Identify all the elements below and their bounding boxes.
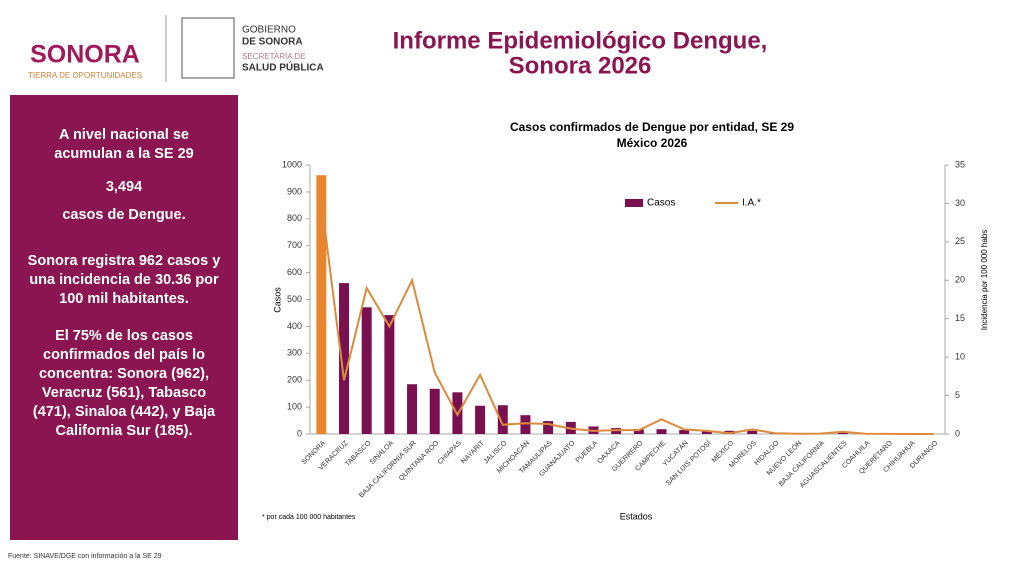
sidebar-line: casos de Dengue. [62,207,185,223]
bar [339,283,350,434]
y-axis-label: Casos [272,287,282,313]
logo: SONORA [30,41,140,69]
bar [384,315,395,434]
y-tick-label: 100 [287,401,302,411]
bar [361,307,372,434]
bar [429,388,440,434]
sidebar [10,95,238,540]
sidebar-text: A nivel nacional se acumulan a la SE 29 3,… [28,127,221,439]
y2-tick-label: 10 [955,352,965,362]
bar [407,384,418,434]
gov-line: GOBIERNO [242,25,296,36]
sidebar-line: concentra: Sonora (962), [39,366,209,382]
y-tick-label: 800 [287,213,302,223]
y-tick-label: 0 [297,428,302,438]
x-axis-label: Estados [620,511,653,521]
sidebar-line: California Sur (185). [56,423,193,439]
y2-tick-label: 20 [955,275,965,285]
bar [679,429,690,434]
y-tick-label: 700 [287,240,302,250]
legend-swatch [625,199,643,207]
y-tick-label: 200 [287,375,302,385]
sidebar-line: Veracruz (561), Tabasco [42,385,206,401]
y2-axis-label: Incidencia por 100 000 habs [980,230,989,331]
legend-label: I.A.* [742,198,761,209]
gov-line: DE SONORA [242,37,303,48]
footnote: * por cada 100 000 habitantes [262,514,356,521]
chart-title: México 2026 [617,136,688,150]
chart-title: Casos confirmados de Dengue por entidad,… [510,120,794,134]
bar [520,415,531,434]
bar [543,421,554,434]
page-title: Informe Epidemiológico Dengue, [393,27,768,54]
line [320,200,934,435]
sidebar-line: una incidencia de 30.36 por [29,272,219,288]
bar [837,432,848,434]
sidebar-line: (471), Sinaloa (442), y Baja [33,404,216,420]
y-tick-label: 1000 [282,159,302,169]
shield [181,17,235,79]
legend-label: Casos [647,198,675,209]
sidebar-line: 100 mil habitantes. [59,291,189,307]
y2-tick-label: 5 [955,390,960,400]
y2-tick-label: 15 [955,313,965,323]
page-title: Sonora 2026 [509,52,652,79]
sidebar-line: El 75% de los casos [55,328,193,344]
y-tick-label: 600 [287,267,302,277]
y2-tick-label: 0 [955,428,960,438]
y2-tick-label: 30 [955,198,965,208]
gov-line: SALUD PÚBLICA [242,61,324,74]
gov-line: SECRETARÍA DE [242,52,305,61]
source: Fuente: SINAVE/DGE con información a la … [8,553,162,560]
bar [475,405,486,434]
y-tick-label: 300 [287,348,302,358]
bar [747,430,758,434]
bar [633,429,644,434]
bar [701,431,712,434]
bar [316,175,327,435]
bar [497,405,508,434]
y2-tick-label: 35 [955,159,965,169]
sidebar-line: Sonora registra 962 casos y [28,253,221,269]
sidebar-line: acumulan a la SE 29 [54,146,193,162]
y-tick-label: 500 [287,294,302,304]
sidebar-line: confirmados del país lo [43,347,205,363]
logo-tagline: TIERRA DE OPORTUNIDADES [28,71,142,80]
total-cases: 3,494 [106,179,142,195]
y-tick-label: 400 [287,321,302,331]
sidebar-line: A nivel nacional se [59,127,189,143]
y2-tick-label: 25 [955,236,965,246]
bar [656,429,667,434]
y-tick-label: 900 [287,186,302,196]
